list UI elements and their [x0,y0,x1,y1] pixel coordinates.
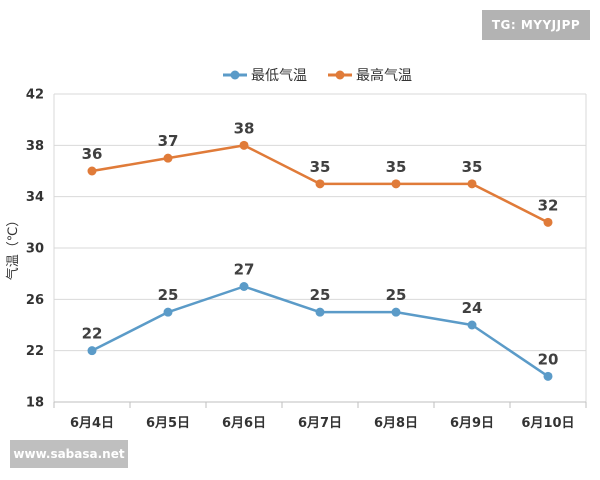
y-axis-ticks: 18 22 26 30 34 38 42 [26,88,44,411]
x-tick-label-2: 6月6日 [222,416,266,431]
data-label-low-3: 25 [310,286,331,304]
data-label-low-5: 24 [462,299,483,317]
data-label-low-4: 25 [386,286,407,304]
legend-label-low: 最低气温 [251,68,307,84]
legend-label-high: 最高气温 [356,67,412,84]
y-tick-label-22: 22 [26,344,44,359]
data-point-high-1 [163,153,173,163]
x-tick-label-0: 6月4日 [70,416,114,431]
series-layer: 22 25 27 25 25 24 20 36 37 38 35 35 35 32 [82,119,559,381]
data-label-high-0: 36 [82,145,103,163]
site-watermark-badge: www.sabasa.net [10,440,128,468]
data-label-low-6: 20 [538,350,559,368]
y-tick-label-18: 18 [26,396,44,411]
data-label-high-3: 35 [310,158,331,176]
data-point-low-2 [239,282,249,291]
y-tick-label-30: 30 [26,242,44,257]
legend-marker-dot-low [230,70,240,80]
data-label-low-2: 27 [234,261,255,279]
data-point-low-6 [543,371,553,381]
data-point-high-5 [467,179,477,189]
y-tick-label-38: 38 [26,139,44,154]
x-tick-label-1: 6月5日 [146,416,190,431]
data-point-high-4 [391,179,401,189]
x-tick-label-4: 6月8日 [374,416,418,431]
y-tick-label-26: 26 [26,293,44,308]
grid-lines [53,93,587,403]
x-tick-label-3: 6月7日 [298,416,342,431]
data-label-high-2: 38 [234,119,255,137]
data-point-low-3 [315,307,325,317]
data-label-high-6: 32 [538,196,559,214]
data-point-low-1 [163,307,173,317]
y-axis-label: 气温（℃） [5,214,21,281]
data-label-high-5: 35 [462,158,483,176]
data-point-high-6 [543,217,553,227]
data-point-low-0 [87,346,97,356]
x-axis-ticks: 6月4日 6月5日 6月6日 6月7日 6月8日 6月9日 6月10日 [53,402,587,431]
y-tick-label-42: 42 [26,88,44,103]
x-tick-label-5: 6月9日 [450,416,494,431]
data-label-low-1: 25 [158,286,179,304]
y-tick-label-34: 34 [26,190,44,205]
data-point-high-3 [315,179,325,189]
legend-marker-dot-high [335,70,345,80]
data-point-high-0 [87,166,97,176]
data-label-low-0: 22 [82,325,103,343]
data-point-high-2 [239,140,249,150]
x-tick-label-6: 6月10日 [521,416,574,431]
data-point-low-4 [391,307,401,317]
tg-watermark-badge: TG: MYYJJPP [482,10,590,40]
data-label-high-4: 35 [386,158,407,176]
data-label-high-1: 37 [158,132,179,150]
legend: 最低气温 最高气温 [223,67,412,84]
data-point-low-5 [467,320,477,330]
